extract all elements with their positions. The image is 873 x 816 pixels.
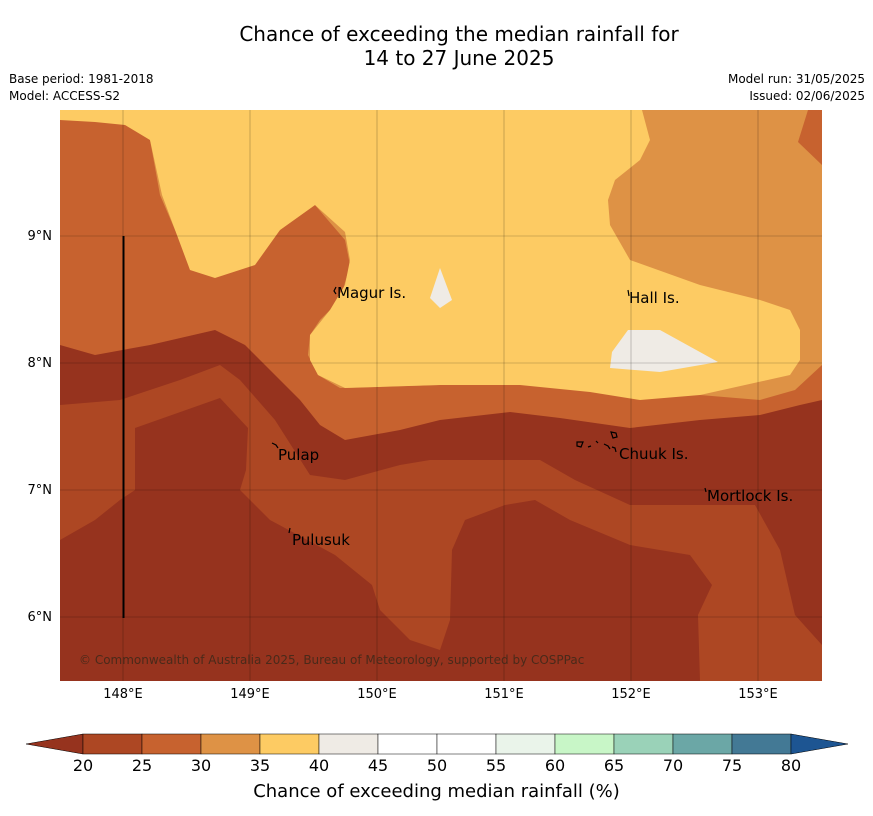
colorbar-segment (554, 733, 615, 755)
colorbar-tick-label: 80 (780, 756, 802, 775)
title-line-2: 14 to 27 June 2025 (363, 46, 555, 70)
model-run: Model run: 31/05/2025 (727, 72, 865, 86)
colorbar-segment (436, 733, 497, 755)
colorbar-segment (731, 733, 792, 755)
place-mortlock: Mortlock Is. (707, 487, 794, 505)
colorbar-tick-label: 60 (544, 756, 566, 775)
colorbar-tick-label: 70 (662, 756, 684, 775)
title-line-1: Chance of exceeding the median rainfall … (239, 22, 679, 46)
x-tick-148e: 148°E (103, 687, 143, 702)
colorbar-segment (672, 733, 733, 755)
colorbar-segment (200, 733, 261, 755)
colorbar-segment (82, 733, 143, 755)
colorbar-segment (377, 733, 438, 755)
band-20-25-corner (798, 110, 822, 165)
colorbar-segment (318, 733, 379, 755)
y-tick-7n: 7°N (27, 483, 53, 498)
x-tick-153e: 153°E (738, 687, 778, 702)
band-20-25 (60, 110, 822, 681)
colorbar-segment (613, 733, 674, 755)
band-35-40 (60, 110, 800, 400)
band-40-45-a (430, 268, 452, 308)
colorbar-tick-label: 65 (603, 756, 625, 775)
colorbar-label: Chance of exceeding median rainfall (%) (253, 781, 620, 802)
x-tick-149e: 149°E (230, 687, 270, 702)
colorbar-tick-label: 45 (367, 756, 389, 775)
colorbar-segment (259, 733, 320, 755)
colorbar-tick-label: 55 (485, 756, 507, 775)
colorbar-under-arrow (25, 733, 84, 755)
x-tick-151e: 151°E (484, 687, 524, 702)
place-hall: Hall Is. (629, 289, 680, 307)
map-title: Chance of exceeding the median rainfall … (0, 22, 873, 70)
x-tick-150e: 150°E (357, 687, 397, 702)
colorbar-tick-label: 35 (249, 756, 271, 775)
rainfall-map (60, 110, 822, 681)
map-area (60, 110, 822, 681)
colorbar-tick-label: 30 (190, 756, 212, 775)
base-period: Base period: 1981-2018 (9, 72, 154, 86)
meta-left: Base period: 1981-2018 Model: ACCESS-S2 (9, 71, 154, 105)
place-pulusuk: Pulusuk (292, 531, 350, 549)
colorbar-tick-label: 25 (131, 756, 153, 775)
colorbar-segment (141, 733, 202, 755)
colorbar (25, 733, 849, 755)
place-chuuk: Chuuk Is. (619, 445, 689, 463)
place-pulap: Pulap (278, 446, 320, 464)
colorbar-tick-label: 50 (426, 756, 448, 775)
issued-date: Issued: 02/06/2025 (749, 89, 865, 103)
colorbar-segment (495, 733, 556, 755)
place-magur: Magur Is. (337, 284, 407, 302)
y-tick-8n: 8°N (27, 356, 53, 371)
colorbar-tick-label: 20 (72, 756, 94, 775)
colorbar-tick-label: 75 (721, 756, 743, 775)
colorbar-over-arrow (790, 733, 849, 755)
y-tick-9n: 9°N (27, 229, 53, 244)
colorbar-tick-label: 40 (308, 756, 330, 775)
island-markers (271, 286, 707, 534)
y-tick-6n: 6°N (27, 610, 53, 625)
x-tick-152e: 152°E (611, 687, 651, 702)
model-name: Model: ACCESS-S2 (9, 89, 121, 103)
copyright-notice: © Commonwealth of Australia 2025, Bureau… (79, 653, 585, 667)
meta-right: Model run: 31/05/2025 Issued: 02/06/2025 (728, 71, 865, 105)
band-40-45-b (610, 330, 718, 372)
